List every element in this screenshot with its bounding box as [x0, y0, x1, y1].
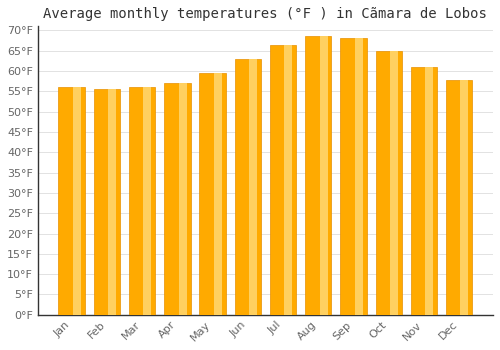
- Bar: [460, 80, 468, 315]
- Bar: [108, 89, 116, 315]
- Bar: [340, 38, 366, 315]
- Bar: [305, 36, 332, 315]
- Bar: [426, 67, 433, 315]
- Bar: [446, 80, 472, 315]
- Bar: [214, 73, 222, 315]
- Bar: [94, 89, 120, 315]
- Bar: [249, 59, 257, 315]
- Bar: [320, 36, 328, 315]
- Bar: [73, 87, 81, 315]
- Bar: [410, 67, 437, 315]
- Bar: [58, 87, 85, 315]
- Bar: [376, 51, 402, 315]
- Bar: [355, 38, 362, 315]
- Bar: [129, 87, 156, 315]
- Bar: [390, 51, 398, 315]
- Bar: [270, 44, 296, 315]
- Bar: [234, 59, 261, 315]
- Bar: [164, 83, 190, 315]
- Bar: [200, 73, 226, 315]
- Bar: [284, 44, 292, 315]
- Bar: [144, 87, 152, 315]
- Bar: [178, 83, 186, 315]
- Title: Average monthly temperatures (°F ) in Cãmara de Lobos: Average monthly temperatures (°F ) in Cã…: [44, 7, 488, 21]
